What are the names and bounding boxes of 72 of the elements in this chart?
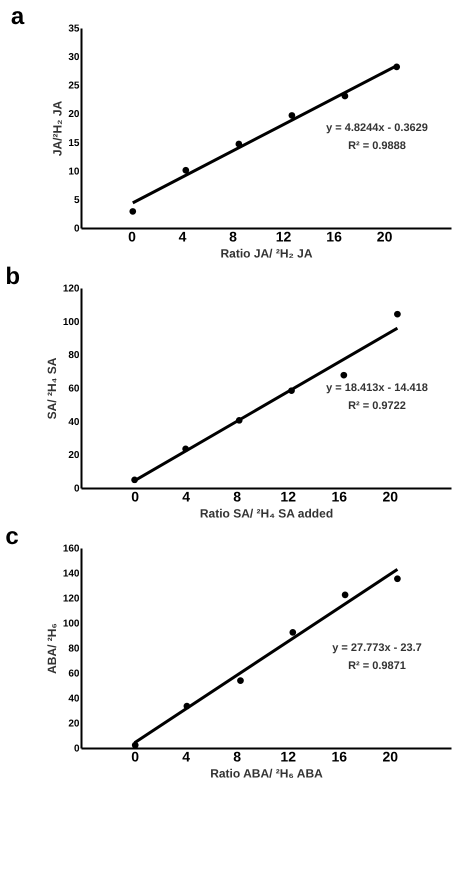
y-tick-label: 60	[68, 668, 80, 680]
x-tick-label: 16	[331, 748, 348, 764]
x-tick-label: 16	[326, 228, 342, 244]
y-tick-label: 20	[68, 450, 80, 462]
y-tick-label: 25	[68, 80, 80, 92]
x-tick-label: 8	[233, 488, 242, 504]
y-tick-label: 120	[62, 284, 80, 294]
x-tick-label: 0	[131, 488, 140, 504]
point	[182, 166, 190, 174]
x-axis-title: Ratio ABA/ ²H₆ ABA	[210, 766, 324, 780]
x-tick-label: 12	[276, 228, 292, 244]
x-tick-label: 4	[178, 228, 187, 244]
point	[182, 445, 189, 452]
x-axis-title: Ratio JA/ ²H₂ JA	[220, 246, 313, 260]
x-tick-label: 12	[280, 748, 296, 764]
point	[289, 629, 296, 636]
point	[393, 64, 400, 70]
y-axis-title: JA/²H₂ JA	[50, 100, 64, 156]
point	[235, 140, 242, 148]
y-tick-label: 60	[68, 384, 80, 394]
y-tick-label: 20	[68, 109, 80, 120]
chart-title: a	[10, 3, 25, 30]
y-tick-label: 5	[74, 194, 80, 206]
point	[342, 592, 348, 598]
chart-title: c	[5, 523, 19, 550]
point	[129, 208, 136, 215]
y-tick-label: 40	[68, 694, 80, 704]
x-tick-label: 20	[382, 748, 398, 764]
y-tick-label: 120	[62, 594, 80, 604]
annotation: y = 4.8244x - 0.3629	[326, 122, 428, 134]
x-tick-label: 8	[229, 228, 238, 244]
point	[132, 742, 139, 748]
x-axis-title: Ratio SA/ ²H₄ SA added	[200, 506, 334, 520]
x-tick-label: 20	[382, 488, 398, 504]
point	[236, 416, 243, 424]
y-tick-label: 10	[68, 166, 80, 178]
point	[342, 92, 348, 100]
annotation: y = 18.413x - 14.418	[326, 382, 428, 394]
y-axis-title: ABA/ ²H₆	[44, 623, 59, 674]
y-tick-label: 140	[62, 568, 80, 580]
y-tick-label: 40	[68, 416, 80, 428]
x-tick-label: 8	[233, 748, 242, 764]
y-tick-label: 100	[62, 316, 80, 328]
y-tick-label: 100	[62, 618, 80, 630]
x-tick-label: 4	[182, 488, 190, 504]
y-tick-label: 80	[68, 350, 80, 362]
annotation: R² = 0.9871	[348, 660, 406, 672]
point	[394, 575, 401, 582]
x-tick-label: 0	[128, 228, 136, 244]
y-tick-label: 30	[68, 52, 80, 64]
y-tick-label: 35	[68, 24, 80, 34]
point	[237, 677, 244, 684]
y-tick-label: 80	[68, 644, 80, 654]
annotation: R² = 0.9722	[348, 400, 406, 412]
x-tick-label: 4	[182, 748, 190, 764]
x-tick-label: 12	[280, 488, 296, 504]
x-tick-label: 16	[331, 488, 348, 504]
chart-title: b	[5, 263, 20, 290]
y-tick-label: 15	[68, 138, 80, 149]
point	[394, 310, 401, 318]
annotation: R² = 0.9888	[348, 140, 406, 152]
point	[288, 112, 296, 119]
x-tick-label: 0	[131, 748, 140, 764]
x-tick-label: 20	[376, 228, 393, 244]
y-tick-label: 20	[68, 718, 80, 730]
point	[131, 476, 138, 484]
point	[340, 372, 348, 379]
point	[184, 702, 190, 710]
annotation: y = 27.773x - 23.7	[332, 642, 422, 654]
y-tick-label: 160	[62, 544, 80, 554]
point	[288, 387, 295, 394]
y-axis-title: SA/ ²H₄ SA	[44, 357, 59, 420]
